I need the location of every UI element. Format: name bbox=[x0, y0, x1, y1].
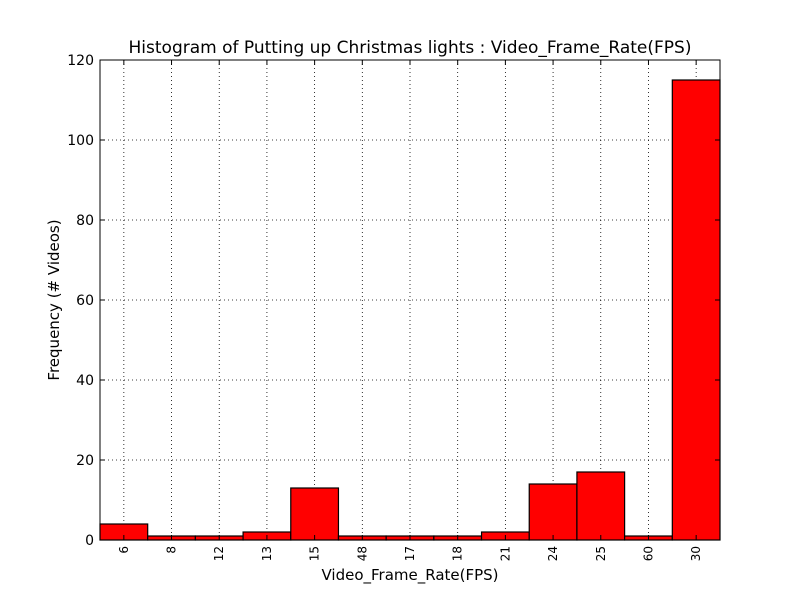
x-tick-label: 13 bbox=[260, 546, 274, 561]
y-tick-label: 80 bbox=[76, 213, 94, 229]
x-tick-label: 17 bbox=[403, 546, 417, 561]
x-tick-label: 12 bbox=[212, 546, 226, 561]
x-axis-ticks: 6 8 12 13 15 48 17 18 21 24 25 60 30 bbox=[117, 60, 703, 561]
x-tick-label: 25 bbox=[594, 546, 608, 561]
y-axis-ticks: 0 20 40 60 80 100 120 bbox=[67, 53, 720, 549]
y-tick-label: 40 bbox=[76, 373, 94, 389]
x-tick-label: 48 bbox=[355, 546, 369, 561]
y-tick-label: 100 bbox=[67, 133, 94, 149]
y-tick-label: 60 bbox=[76, 293, 94, 309]
y-tick-label: 0 bbox=[85, 533, 94, 549]
x-tick-label: 21 bbox=[498, 546, 512, 561]
bar-15 bbox=[290, 487, 340, 541]
y-tick-label: 120 bbox=[67, 53, 94, 69]
y-axis-label: Frequency (# Videos) bbox=[45, 219, 63, 380]
x-tick-label: 30 bbox=[689, 546, 703, 561]
x-tick-label: 15 bbox=[308, 546, 322, 561]
bars bbox=[99, 79, 721, 541]
x-tick-label: 18 bbox=[451, 546, 465, 561]
x-tick-label: 24 bbox=[546, 546, 560, 561]
x-tick-label: 8 bbox=[165, 546, 179, 554]
x-tick-label: 6 bbox=[117, 546, 131, 554]
x-tick-label: 60 bbox=[641, 546, 655, 561]
y-tick-label: 20 bbox=[76, 453, 94, 469]
bar-25 bbox=[576, 471, 626, 541]
chart-title: Histogram of Putting up Christmas lights… bbox=[129, 38, 692, 58]
bar-24 bbox=[528, 483, 578, 541]
grid-lines bbox=[100, 60, 720, 540]
bar-30 bbox=[671, 79, 721, 541]
x-axis-label: Video_Frame_Rate(FPS) bbox=[321, 566, 498, 585]
